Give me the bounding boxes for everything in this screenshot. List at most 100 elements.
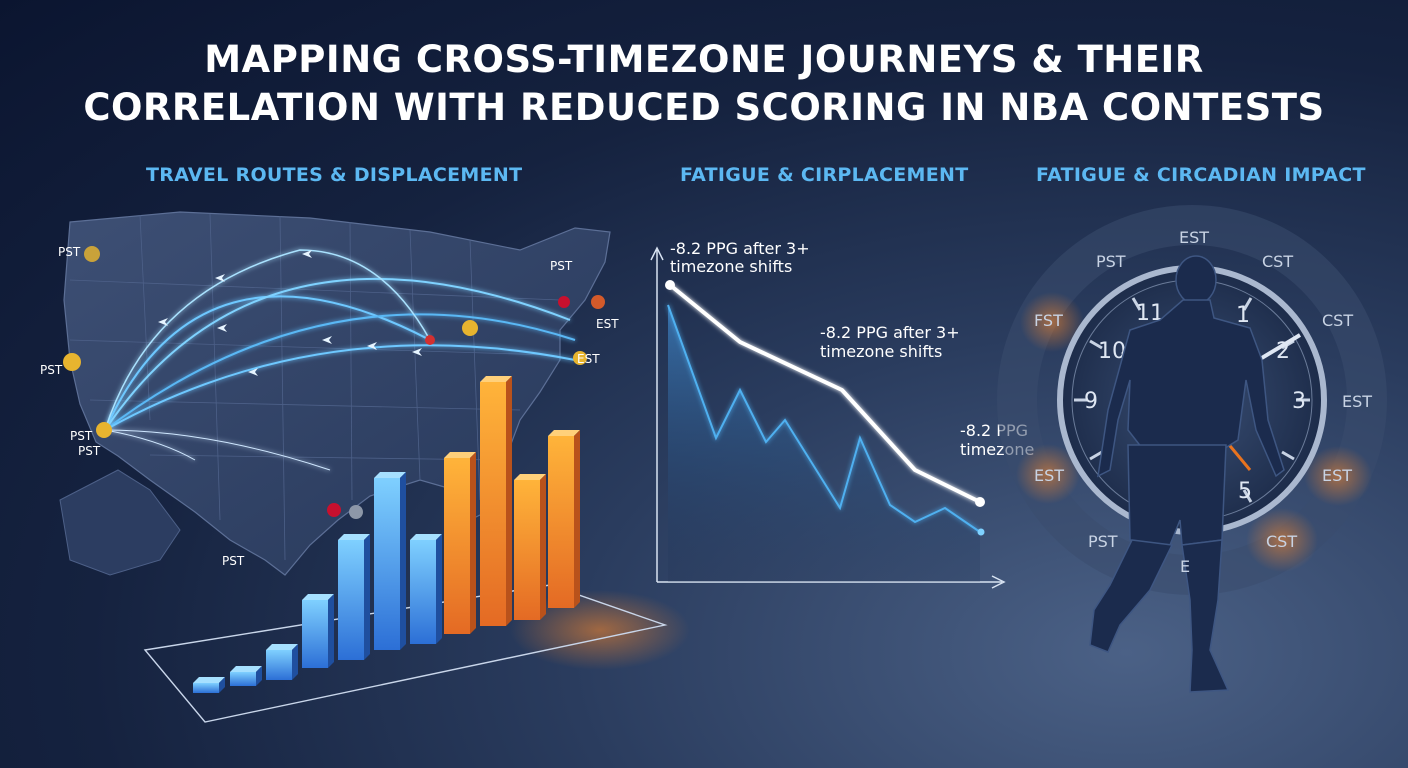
section-heading-circadian: FATIGUE & CIRCADIAN IMPACT xyxy=(1036,164,1366,186)
circadian-clock: 11 1 10 2 9 3 5 xyxy=(997,205,1387,693)
route-arc xyxy=(104,313,576,431)
bar-side xyxy=(436,534,442,644)
plane-icon xyxy=(248,368,258,376)
page-title: MAPPING CROSS-TIMEZONE JOURNEYS & THEIR … xyxy=(0,36,1408,132)
plane-icon xyxy=(158,318,168,326)
team-logo-icon xyxy=(63,353,81,371)
bar-top xyxy=(266,644,298,650)
zone-label: E xyxy=(1180,557,1190,576)
bar xyxy=(266,650,292,680)
bar-top xyxy=(444,452,476,458)
annotation-2-line-1: -8.2 PPG after 3+ xyxy=(820,323,960,342)
player-silhouette-icon xyxy=(1089,255,1285,693)
zone-label: EST xyxy=(1179,228,1209,247)
annotation-1-line-2: timezone shifts xyxy=(670,257,792,276)
map-label-est: EST xyxy=(577,352,600,366)
plane-icon xyxy=(322,336,332,344)
bar-top xyxy=(338,534,370,540)
line-chart-white-series xyxy=(668,283,981,504)
bar-top xyxy=(548,430,580,436)
x-axis-arrow-icon xyxy=(991,575,1006,589)
bar xyxy=(374,478,400,650)
bar xyxy=(548,436,574,608)
bar-chart-glow xyxy=(510,590,690,670)
zone-label: EST xyxy=(1342,392,1372,411)
route-arc xyxy=(104,249,431,431)
title-line-1: MAPPING CROSS-TIMEZONE JOURNEYS & THEIR xyxy=(204,38,1204,81)
annotation-1-line-1: -8.2 PPG after 3+ xyxy=(670,239,810,258)
plane-icon xyxy=(215,274,225,282)
section-heading-travel: TRAVEL ROUTES & DISPLACEMENT xyxy=(146,164,523,186)
clock-numeral: 9 xyxy=(1084,389,1098,414)
zone-label: EST xyxy=(1322,466,1352,485)
bar-side xyxy=(470,452,476,634)
zone-label: CST xyxy=(1322,311,1353,330)
map-label-pst: PST xyxy=(222,554,245,568)
line-chart-blue-series xyxy=(667,304,981,533)
clock-numerals: 11 1 10 2 9 3 5 xyxy=(1084,301,1306,504)
zone-label: CST xyxy=(1266,532,1297,551)
team-logo-icon xyxy=(349,505,363,519)
plane-icon xyxy=(412,348,422,356)
route-arc xyxy=(104,277,571,431)
bar xyxy=(444,458,470,634)
clock-numeral: 5 xyxy=(1238,479,1252,504)
clock-orange-segment xyxy=(1016,444,1080,504)
clock-orange-segment xyxy=(1020,292,1084,352)
map-label-pst: PST xyxy=(70,429,93,443)
bar xyxy=(230,672,256,686)
map-label-pst: PST xyxy=(40,363,63,377)
bar xyxy=(302,600,328,668)
travel-routes xyxy=(104,249,576,471)
bar-side xyxy=(574,430,580,608)
map-label-est: EST xyxy=(596,317,619,331)
bar-top xyxy=(374,472,406,478)
bar xyxy=(338,540,364,660)
team-logos xyxy=(63,246,605,519)
team-logo-icon xyxy=(591,295,605,309)
clock-numeral: 3 xyxy=(1292,389,1306,414)
map-label-pst: PST xyxy=(550,259,573,273)
bar-side xyxy=(364,534,370,660)
team-logo-icon xyxy=(558,296,570,308)
map-label-pst: PST xyxy=(58,245,81,259)
y-axis-arrow-icon xyxy=(650,246,664,261)
route-arc xyxy=(104,429,196,461)
bar xyxy=(480,382,506,626)
route-arc xyxy=(104,429,331,471)
team-logo-icon xyxy=(84,246,100,262)
plane-icon xyxy=(217,324,227,332)
bar-side xyxy=(506,376,512,626)
annotation-2-line-2: timezone shifts xyxy=(820,342,942,361)
zone-label: PST xyxy=(1096,252,1126,271)
clock-zone-labels: EST PST CST FST CST EST EST EST PST CST … xyxy=(1034,228,1372,576)
clock-numeral: 1 xyxy=(1236,303,1250,328)
bar xyxy=(193,683,219,693)
route-arc xyxy=(104,295,431,431)
bar xyxy=(514,480,540,620)
bar-side xyxy=(219,677,225,693)
bar-top xyxy=(230,666,262,672)
bar-top xyxy=(410,534,442,540)
bar-top xyxy=(193,677,225,683)
plane-icon xyxy=(302,250,312,258)
bars-group xyxy=(193,376,580,693)
route-arc xyxy=(104,344,576,431)
team-logo-icon xyxy=(96,422,112,438)
blue-series-end-point xyxy=(977,528,985,536)
plane-icons xyxy=(158,250,422,376)
zone-label: FST xyxy=(1034,311,1063,330)
map-timezone-labels: PST PST PST PST PST EST PST EST xyxy=(40,245,619,568)
team-logo-icon xyxy=(462,320,478,336)
section-heading-fatigue: FATIGUE & CIRPLACEMENT xyxy=(680,164,969,186)
plane-icon xyxy=(367,342,377,350)
team-logo-icon xyxy=(327,503,341,517)
bar-side xyxy=(400,472,406,650)
bar-chart xyxy=(143,376,690,723)
zone-label: PST xyxy=(1088,532,1118,551)
alaska-shape xyxy=(59,469,181,576)
clock-orange-segment xyxy=(1304,446,1372,506)
white-series-start-point xyxy=(665,280,675,290)
